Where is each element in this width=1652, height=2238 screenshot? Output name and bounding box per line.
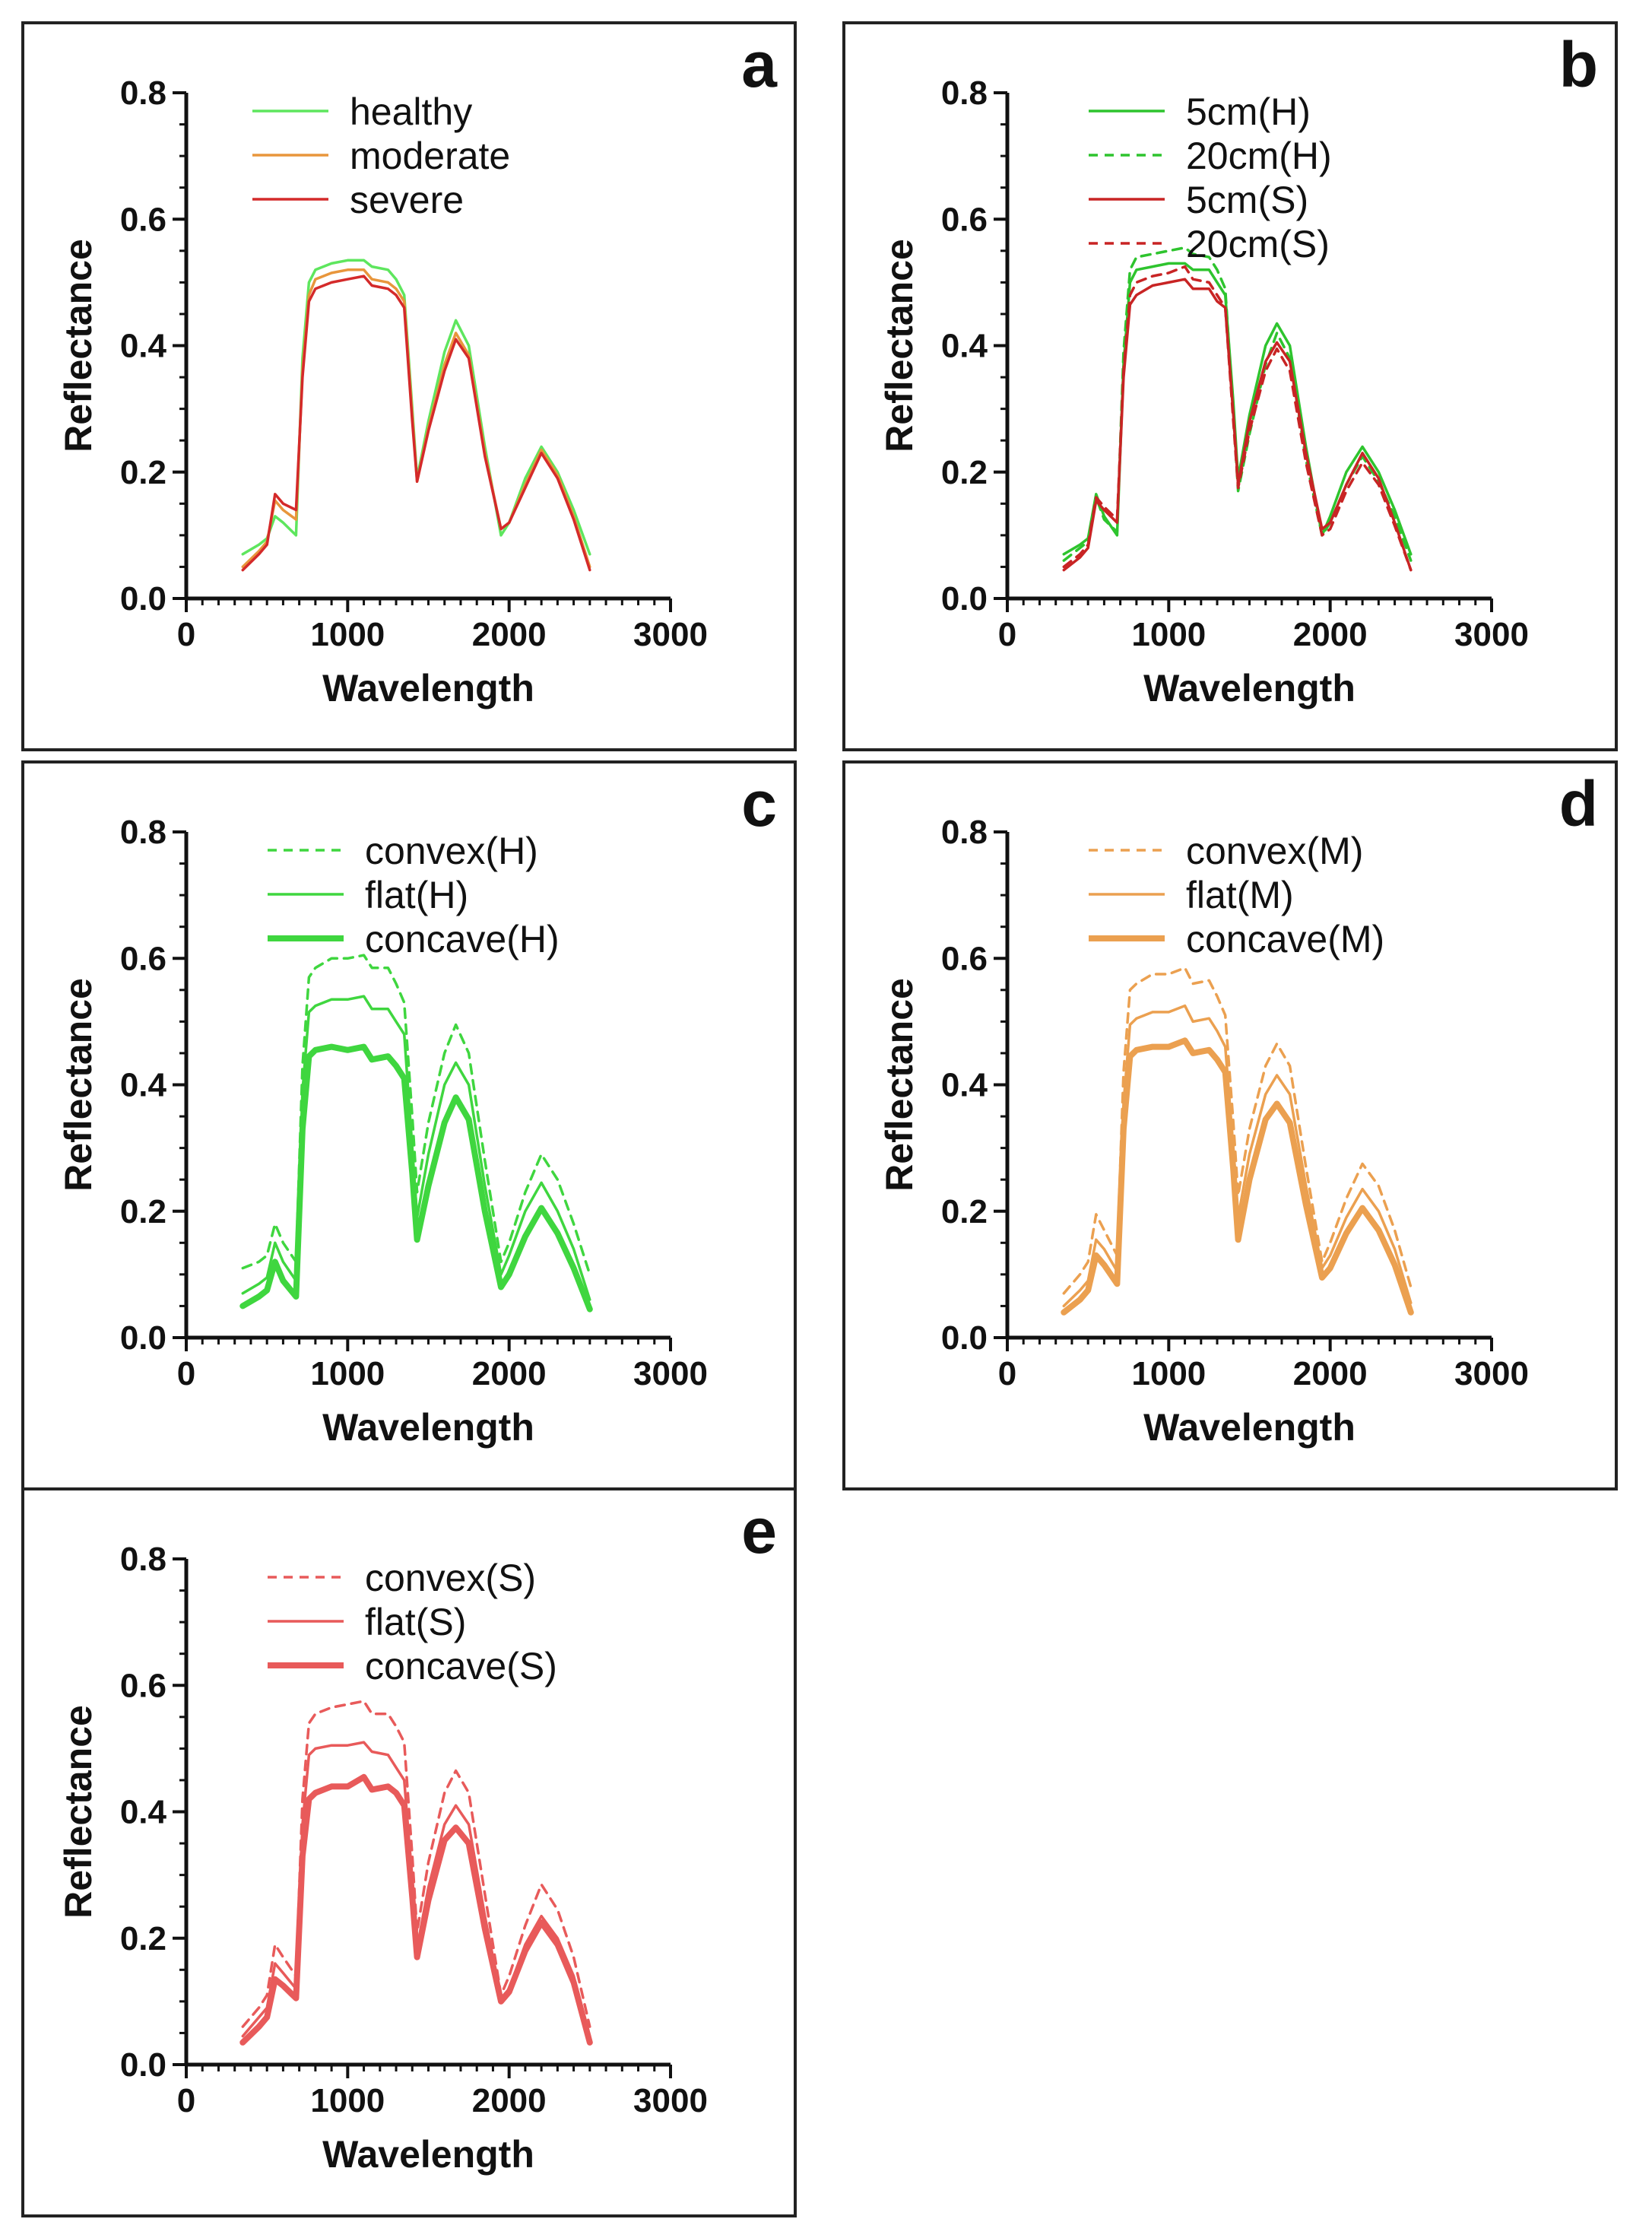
y-tick-label: 0.6 <box>941 201 988 238</box>
panel-letter: d <box>1559 768 1598 840</box>
y-tick-label: 0.8 <box>120 75 166 112</box>
y-tick-label: 0.2 <box>120 1193 166 1230</box>
x-tick-label: 0 <box>177 2082 195 2119</box>
y-tick-label: 0.0 <box>120 580 166 617</box>
series-line-convex(S) <box>241 1700 591 2028</box>
y-tick-label: 0.2 <box>941 1193 988 1230</box>
series-line-concave(H) <box>239 1043 593 1313</box>
y-tick-label: 0.8 <box>941 75 988 112</box>
legend-label: 5cm(H) <box>1186 90 1311 133</box>
y-tick-label: 0.4 <box>941 328 988 365</box>
x-tick-label: 1000 <box>310 2082 385 2119</box>
series-line-severe <box>241 275 591 572</box>
y-axis-title: Reflectance <box>878 978 921 1192</box>
panel-letter: e <box>741 1495 777 1567</box>
y-tick-label: 0.4 <box>120 328 167 365</box>
legend-label: 20cm(S) <box>1186 223 1330 265</box>
x-tick-label: 3000 <box>633 2082 708 2119</box>
x-tick-label: 3000 <box>633 1355 708 1392</box>
series-line-concave(S) <box>239 1773 593 2046</box>
x-tick-label: 1000 <box>1131 616 1206 653</box>
panel-d: 0.0 0.2 0.4 0.6 0.8 0 1000 2000 3000 Wavelength Re… <box>842 760 1618 1490</box>
x-tick-label: 2000 <box>472 1355 547 1392</box>
y-tick-label: 0.4 <box>120 1794 167 1831</box>
series-line-convex(M) <box>1062 966 1413 1295</box>
legend-label: concave(M) <box>1186 918 1384 960</box>
x-axis-title: Wavelength <box>1143 667 1356 709</box>
x-tick-label: 1000 <box>310 616 385 653</box>
x-tick-label: 3000 <box>1454 1355 1529 1392</box>
y-tick-label: 0.4 <box>941 1067 988 1104</box>
y-tick-label: 0.0 <box>120 2046 166 2084</box>
chart-c: 0.0 0.2 0.4 0.6 0.8 0 1000 2000 3000 Wavelength Re… <box>57 768 777 1449</box>
y-tick-label: 0.8 <box>120 1541 166 1578</box>
x-tick-label: 3000 <box>1454 616 1529 653</box>
legend-label: convex(H) <box>365 830 538 872</box>
series-line-5cm(S) <box>1062 278 1413 572</box>
x-tick-label: 2000 <box>1293 1355 1368 1392</box>
legend-label: healthy <box>350 90 472 133</box>
y-axis-title: Reflectance <box>57 1705 100 1919</box>
x-tick-label: 2000 <box>472 616 547 653</box>
series-line-moderate <box>241 268 591 569</box>
y-tick-label: 0.6 <box>120 1667 166 1704</box>
y-tick-label: 0.2 <box>120 454 166 491</box>
y-tick-label: 0.0 <box>120 1319 166 1357</box>
y-tick-label: 0.6 <box>941 940 988 977</box>
y-axis-title: Reflectance <box>57 239 100 452</box>
chart-b: 0.0 0.2 0.4 0.6 0.8 0 1000 2000 3000 Wavelength Re… <box>878 29 1598 709</box>
x-axis-title: Wavelength <box>322 1406 534 1449</box>
y-tick-label: 0.0 <box>941 1319 988 1357</box>
x-tick-label: 0 <box>998 616 1016 653</box>
panel-letter: b <box>1559 29 1598 100</box>
legend-label: 5cm(S) <box>1186 179 1308 221</box>
legend-label: flat(M) <box>1186 874 1294 916</box>
chart-d: 0.0 0.2 0.4 0.6 0.8 0 1000 2000 3000 Wavelength Re… <box>878 768 1598 1449</box>
x-tick-label: 2000 <box>1293 616 1368 653</box>
x-tick-label: 3000 <box>633 616 708 653</box>
legend-label: 20cm(H) <box>1186 135 1332 177</box>
chart-e: 0.0 0.2 0.4 0.6 0.8 0 1000 2000 3000 Wavelength Re… <box>57 1495 777 2176</box>
x-tick-label: 1000 <box>1131 1355 1206 1392</box>
panel-e: 0.0 0.2 0.4 0.6 0.8 0 1000 2000 3000 Wavelength Re… <box>21 1487 797 2217</box>
series-line-concave(M) <box>1061 1037 1414 1316</box>
y-tick-label: 0.4 <box>120 1067 167 1104</box>
y-axis-title: Reflectance <box>878 239 921 452</box>
y-tick-label: 0.2 <box>941 454 988 491</box>
y-tick-label: 0.6 <box>120 201 166 238</box>
x-tick-label: 0 <box>998 1355 1016 1392</box>
x-tick-label: 0 <box>177 1355 195 1392</box>
y-tick-label: 0.0 <box>941 580 988 617</box>
panel-a: 0.0 0.2 0.4 0.6 0.8 0 1000 2000 3000 Wavelength Re… <box>21 21 797 751</box>
y-tick-label: 0.8 <box>941 814 988 851</box>
x-tick-label: 2000 <box>472 2082 547 2119</box>
y-tick-label: 0.2 <box>120 1920 166 1957</box>
legend-label: concave(H) <box>365 918 560 960</box>
x-axis-title: Wavelength <box>322 667 534 709</box>
legend-label: severe <box>350 179 464 221</box>
legend-label: flat(H) <box>365 874 468 916</box>
chart-a: 0.0 0.2 0.4 0.6 0.8 0 1000 2000 3000 Wavelength Re… <box>57 29 778 709</box>
legend-label: convex(S) <box>365 1557 536 1599</box>
y-axis-title: Reflectance <box>57 978 100 1192</box>
panel-c: 0.0 0.2 0.4 0.6 0.8 0 1000 2000 3000 Wavelength Re… <box>21 760 797 1490</box>
panel-letter: a <box>741 29 778 100</box>
legend-label: flat(S) <box>365 1601 466 1643</box>
panel-b: 0.0 0.2 0.4 0.6 0.8 0 1000 2000 3000 Wavelength Re… <box>842 21 1618 751</box>
panel-letter: c <box>741 768 777 840</box>
x-tick-label: 1000 <box>310 1355 385 1392</box>
legend-label: moderate <box>350 135 510 177</box>
series-line-20cm(S) <box>1062 265 1413 572</box>
x-tick-label: 0 <box>177 616 195 653</box>
y-tick-label: 0.8 <box>120 814 166 851</box>
legend-label: convex(M) <box>1186 830 1363 872</box>
x-axis-title: Wavelength <box>1143 1406 1356 1449</box>
series-line-20cm(H) <box>1062 246 1413 562</box>
series-line-convex(H) <box>241 954 591 1276</box>
y-tick-label: 0.6 <box>120 940 166 977</box>
series-line-5cm(H) <box>1062 262 1413 556</box>
legend-label: concave(S) <box>365 1645 557 1687</box>
x-axis-title: Wavelength <box>322 2133 534 2176</box>
